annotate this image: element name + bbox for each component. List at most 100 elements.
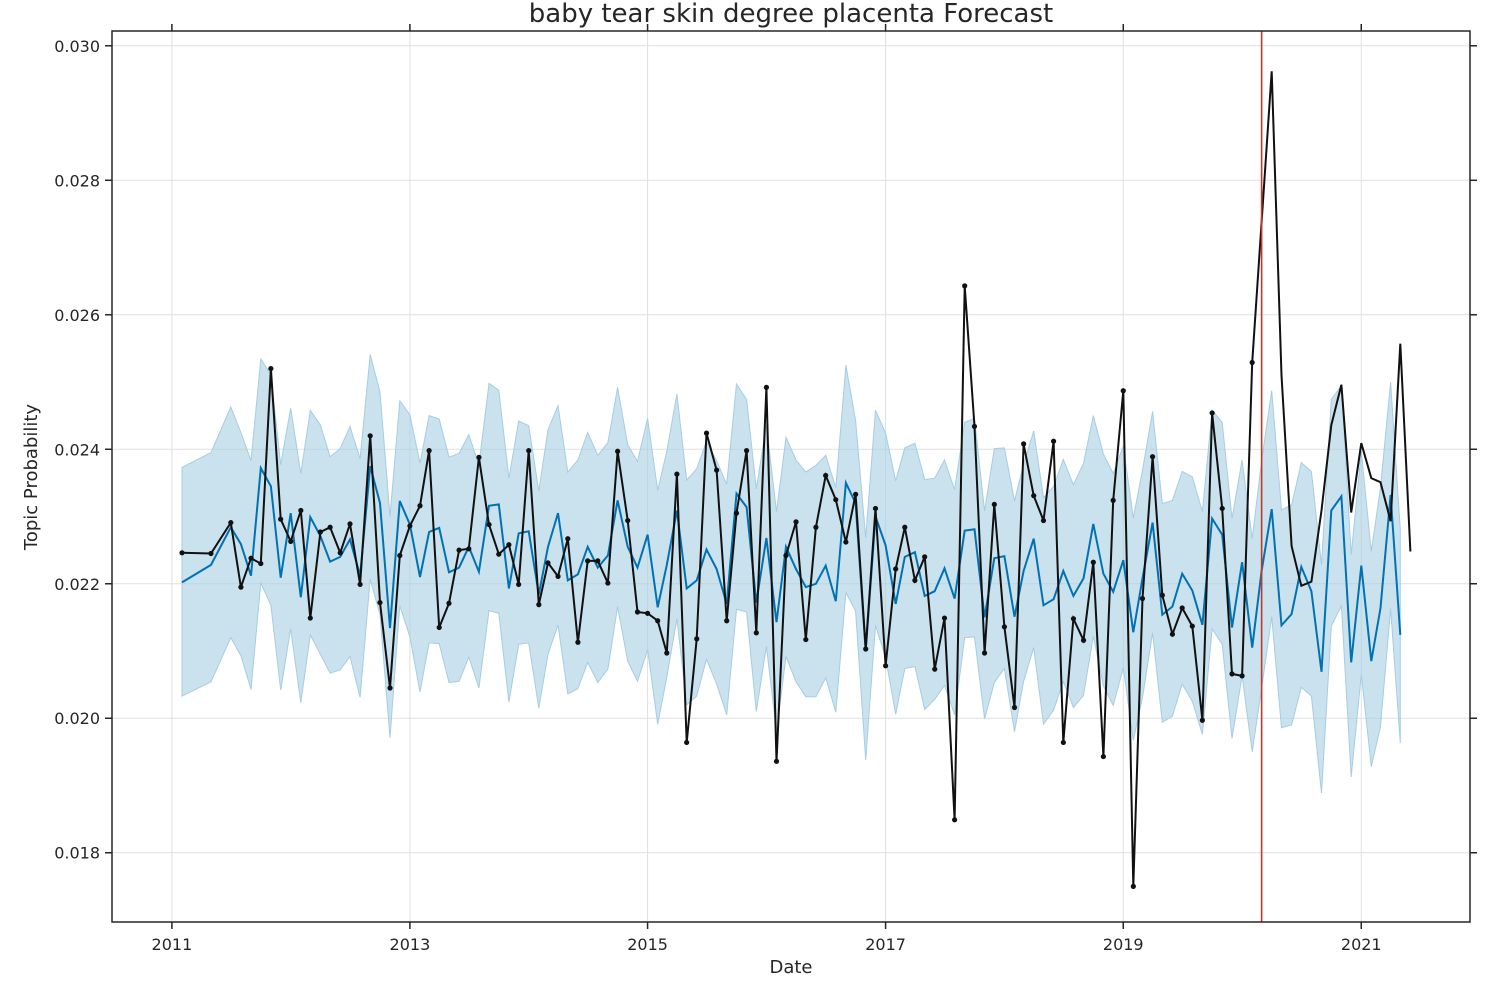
- y-tick-label: 0.028: [54, 171, 100, 190]
- actual-point: [703, 430, 710, 436]
- actual-point: [902, 524, 908, 530]
- actual-point: [426, 448, 432, 454]
- actual-point: [724, 618, 730, 624]
- actual-point: [843, 539, 849, 545]
- actual-point: [625, 517, 631, 524]
- actual-point: [664, 650, 670, 656]
- actual-point: [1149, 454, 1156, 460]
- actual-point: [644, 610, 651, 616]
- actual-point: [743, 448, 750, 454]
- actual-point: [932, 666, 938, 672]
- actual-point: [615, 448, 621, 454]
- actual-point: [545, 560, 551, 566]
- actual-point: [1110, 497, 1116, 503]
- plot-frame: [111, 30, 1471, 923]
- actual-point: [1199, 717, 1205, 723]
- actual-point: [714, 467, 720, 473]
- y-tick-label: 0.022: [54, 575, 100, 594]
- x-tick-label: 2011: [152, 935, 193, 954]
- actual-point: [893, 566, 899, 572]
- actual-point: [872, 505, 879, 512]
- actual-point: [238, 584, 244, 590]
- actual-point: [595, 558, 601, 564]
- actual-point: [1159, 592, 1165, 598]
- actual-point: [347, 521, 353, 527]
- actual-line: [181, 285, 1254, 887]
- actual-point: [278, 516, 284, 522]
- actual-point: [476, 454, 482, 460]
- y-tick-label: 0.018: [54, 844, 100, 863]
- actual-point: [258, 560, 264, 567]
- actual-point: [377, 599, 383, 606]
- actual-point: [753, 630, 759, 636]
- actual-point: [823, 472, 829, 479]
- y-tick-label: 0.030: [54, 37, 100, 56]
- actual-point: [298, 507, 304, 514]
- actual-point: [1021, 441, 1027, 447]
- actual-point: [317, 529, 323, 535]
- actual-point: [941, 615, 948, 621]
- axis-ticks: 2011 2013 2015 2017 2019 2021 0.018 0.020 0.022 0…: [54, 24, 1477, 954]
- actual-point: [1060, 739, 1066, 746]
- actual-point: [327, 524, 333, 530]
- actual-point: [1189, 623, 1195, 629]
- chart-title: baby tear skin degree placenta Forecast: [529, 0, 1053, 29]
- actual-point: [486, 521, 492, 528]
- actual-point: [981, 650, 988, 656]
- actual-point: [674, 471, 680, 477]
- actual-point: [1070, 616, 1077, 622]
- actual-point: [436, 624, 442, 631]
- actual-point: [962, 283, 968, 289]
- y-tick-label: 0.020: [54, 709, 100, 728]
- actual-point: [1209, 410, 1215, 416]
- actual-point: [1249, 359, 1255, 366]
- actual-point: [1130, 883, 1136, 889]
- actual-point: [803, 636, 809, 643]
- actual-point: [853, 491, 859, 497]
- actual-point: [1120, 388, 1126, 394]
- actual-point: [952, 817, 958, 823]
- actual-point: [1229, 671, 1235, 677]
- actual-point: [783, 552, 789, 559]
- actual-point: [1179, 605, 1185, 611]
- actual-series: [179, 71, 1412, 889]
- actual-point: [1040, 517, 1047, 524]
- actual-point: [367, 433, 373, 439]
- actual-point: [1001, 624, 1008, 630]
- actual-point: [248, 555, 254, 561]
- actual-point: [456, 547, 462, 553]
- actual-point: [1100, 753, 1106, 760]
- actual-point: [912, 577, 918, 583]
- x-tick-label: 2017: [865, 935, 906, 954]
- actual-point: [337, 550, 343, 556]
- actual-point: [655, 618, 661, 624]
- actual-point: [585, 558, 591, 564]
- actual-point: [268, 365, 274, 372]
- actual-point: [397, 552, 403, 559]
- x-tick-label: 2013: [390, 935, 431, 954]
- actual-point: [684, 739, 690, 746]
- y-tick-label: 0.026: [54, 306, 100, 325]
- actual-point: [882, 663, 889, 669]
- actual-point: [763, 384, 770, 390]
- actual-point: [536, 602, 542, 608]
- uncertainty-band: [181, 354, 1401, 793]
- actual-point: [496, 551, 502, 557]
- actual-point: [516, 581, 522, 588]
- uncertainty-interval: [181, 354, 1401, 793]
- actual-point: [971, 423, 978, 430]
- actual-point: [793, 519, 799, 525]
- actual-point: [1169, 631, 1176, 637]
- actual-point: [417, 503, 423, 509]
- plot-border: [111, 30, 1471, 923]
- actual-point: [357, 581, 363, 588]
- actual-point: [466, 546, 472, 552]
- actual-point: [1239, 673, 1245, 679]
- actual-point: [605, 580, 611, 586]
- actual-point: [1139, 595, 1146, 602]
- x-tick-label: 2015: [627, 935, 668, 954]
- actual-point: [1050, 438, 1057, 444]
- actual-point: [991, 501, 997, 508]
- actual-point: [307, 615, 313, 621]
